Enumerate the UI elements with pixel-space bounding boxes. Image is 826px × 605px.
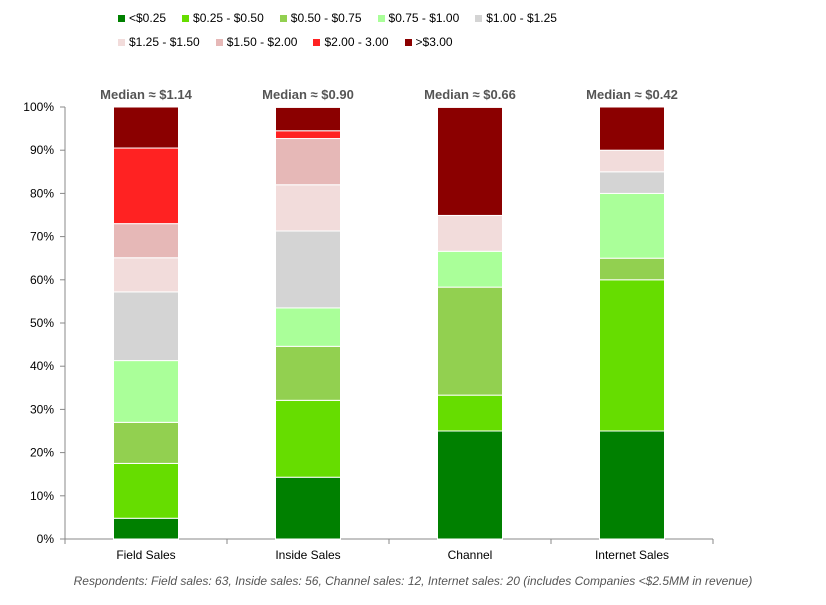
y-tick-label: 80% [30,186,54,200]
x-tick-label: Internet Sales [595,548,669,562]
legend-item: <$0.25 [118,11,166,25]
x-tick-label: Inside Sales [275,548,340,562]
bar-segment [275,230,341,309]
bar-segment [113,291,179,362]
legend-row: <$0.25 $0.25 - $0.50 $0.50 - $0.75 $0.75 - … [118,11,573,25]
y-tick-label: 40% [30,359,54,373]
bar-segment [599,106,665,151]
legend-label: $0.75 - $1.00 [388,11,460,25]
legend-swatch [182,14,190,22]
legend-swatch [215,38,223,46]
bar-segment [113,106,179,149]
y-tick-label: 30% [30,402,54,416]
legend-swatch [118,38,125,46]
legend-row: $1.25 - $1.50 $1.50 - $2.00 $2.00 - 3.00 >$… [118,35,469,49]
bar-segment [275,106,341,132]
y-tick-label: 0% [37,532,55,546]
legend-swatch [404,38,412,46]
legend-item: $2.00 - 3.00 [313,35,389,49]
legend-label: >$3.00 [415,35,453,49]
bar-segment [437,394,503,432]
median-annotation: Median ≈ $1.14 [100,87,192,102]
stacked-bar-chart: 0% 10% 20% 30% 40% 50% 60% 70% 80% 90% 100% Field S… [23,87,714,562]
bar-segment [275,345,341,401]
y-tick-label: 50% [30,316,54,330]
bar-segment [275,476,341,540]
legend-swatch [475,14,483,22]
legend-label: $1.25 - $1.50 [129,35,200,49]
bar-segment [599,257,665,281]
bar-segment [275,307,341,347]
median-annotation: Median ≈ $0.66 [424,87,516,102]
x-tick-label: Field Sales [116,548,175,562]
y-tick-label: 10% [30,489,54,503]
bar-segment [437,214,503,252]
bar-segment [437,430,503,540]
bar-segment [113,223,179,259]
legend-swatch [313,38,321,46]
y-tick-label: 20% [30,446,54,460]
bar-segment [113,257,179,293]
bar-segment [275,130,341,140]
median-annotation: Median ≈ $0.90 [262,87,354,102]
legend-item: $0.50 - $0.75 [279,11,362,25]
legend-item: $1.50 - $2.00 [215,35,298,49]
legend-item: $1.25 - $1.50 [118,35,200,49]
bar-segment [599,430,665,540]
legend-label: <$0.25 [129,11,167,25]
bar-segment [113,147,179,225]
bar-segment [113,462,179,519]
bar-segment [275,138,341,186]
legend-label: $2.00 - 3.00 [324,35,389,49]
bar-segment [275,184,341,232]
legend-item: $0.25 - $0.50 [182,11,264,25]
legend-swatch [377,14,385,22]
footnote: Respondents: Field sales: 63, Inside sal… [73,574,753,588]
median-annotation: Median ≈ $0.42 [586,87,678,102]
legend-item: $0.75 - $1.00 [377,11,460,25]
legend-item: $1.00 - $1.25 [475,11,557,25]
bar-segment [599,192,665,259]
legend-swatch [279,14,287,22]
y-tick-label: 60% [30,273,54,287]
bar-segment [437,106,503,216]
bar-segment [437,250,503,288]
bar-segment [113,517,179,540]
legend-label: $0.25 - $0.50 [193,11,264,25]
legend-label: $0.50 - $0.75 [290,11,362,25]
y-tick-label: 90% [30,143,54,157]
bar-segment [113,360,179,423]
bar-segment [275,399,341,478]
bar-segment [599,279,665,432]
bar-segment [113,421,179,464]
legend-label: $1.50 - $2.00 [226,35,298,49]
bar-segment [437,286,503,396]
legend-swatch [118,14,125,22]
legend-label: $1.00 - $1.25 [486,11,557,25]
bar-segment [599,149,665,173]
legend-item: >$3.00 [404,35,453,49]
y-tick-label: 70% [30,230,54,244]
bar-segment [599,171,665,194]
y-tick-label: 100% [23,100,54,114]
x-tick-label: Channel [448,548,493,562]
